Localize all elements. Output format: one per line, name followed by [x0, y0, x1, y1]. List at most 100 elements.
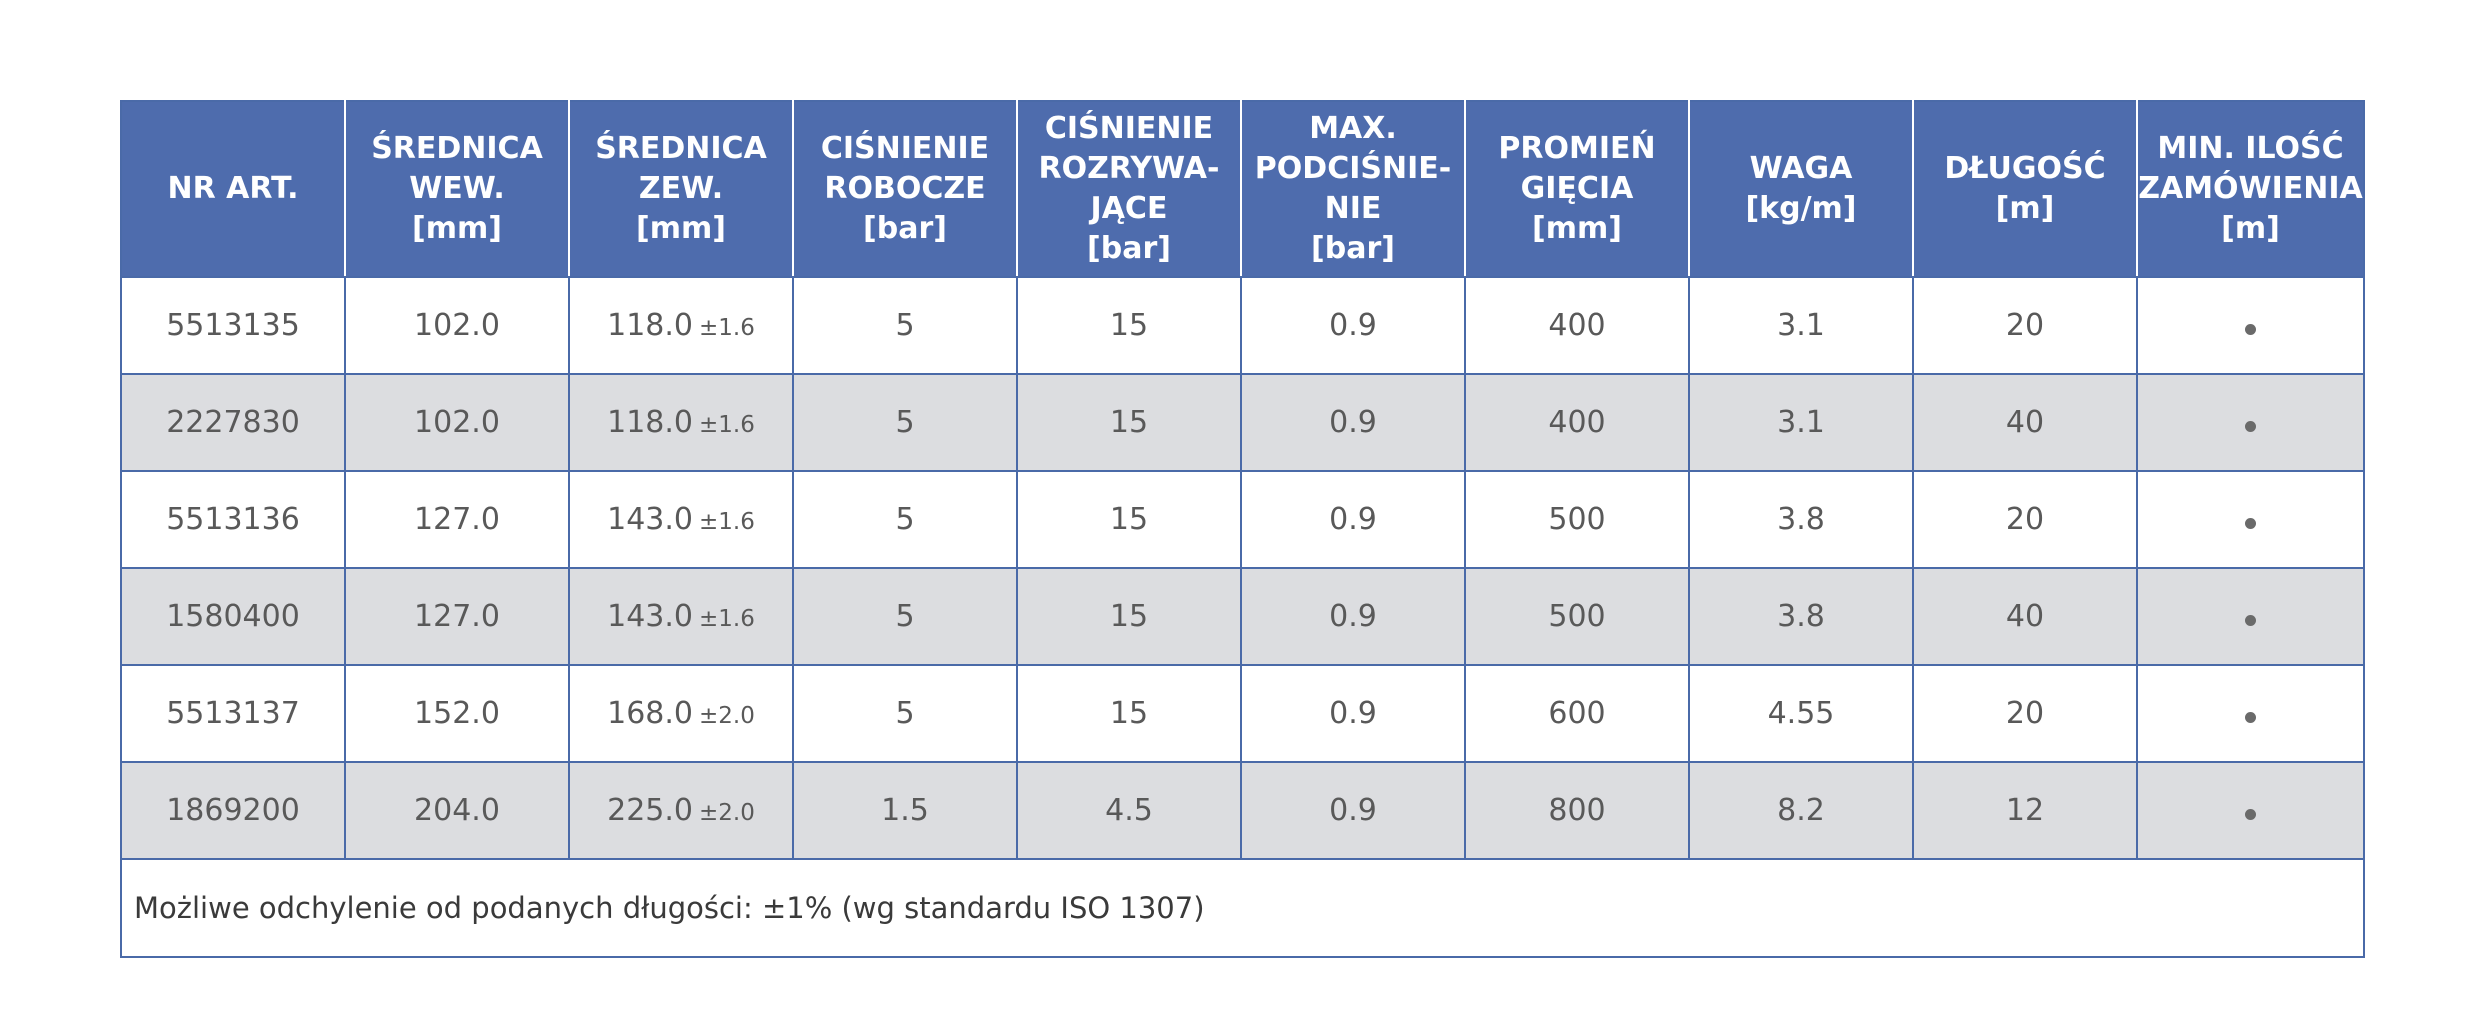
column-header-line: GIĘCIA: [1520, 171, 1634, 206]
outer-diameter-value: 118.0: [607, 405, 694, 440]
column-header-line: CIŚNIENIE: [1044, 111, 1214, 146]
table-row: 5513135 102.0 118.0 ±1.6 5 15 0.9 400 3.1 20: [120, 276, 2365, 375]
min-order-cell: [2136, 276, 2365, 375]
column-header-line: ŚREDNICA: [595, 131, 767, 166]
burst-pressure-cell: 15: [1016, 567, 1242, 666]
length-cell: 12: [1912, 761, 2138, 860]
table-row: 1869200 204.0 225.0 ±2.0 1.5 4.5 0.9 800 8.2 12: [120, 761, 2365, 860]
column-header-line: CIŚNIENIE: [820, 131, 990, 166]
bend-radius-cell: 400: [1464, 373, 1690, 472]
table-footer: Możliwe odchylenie od podanych długości:…: [120, 858, 2365, 958]
article-number-cell: 5513135: [120, 276, 346, 375]
column-header: ŚREDNICA ZEW. [mm]: [568, 100, 794, 278]
inner-diameter-cell: 102.0: [344, 373, 570, 472]
table-row: 5513136 127.0 143.0 ±1.6 5 15 0.9 500 3.8 20: [120, 470, 2365, 569]
column-header-line: MIN. ILOŚĆ: [2157, 131, 2344, 166]
bullet-dot-icon: [2245, 809, 2256, 820]
column-header-line: PROMIEŃ: [1498, 131, 1656, 166]
column-header-line: NR ART.: [167, 171, 299, 206]
bullet-dot-icon: [2245, 421, 2256, 432]
column-header-line: ROBOCZE: [824, 171, 986, 206]
column-header-line: WAGA: [1749, 151, 1853, 186]
column-header-line: WEW.: [409, 171, 505, 206]
column-header-line: ZEW.: [638, 171, 724, 206]
working-pressure-cell: 5: [792, 664, 1018, 763]
bend-radius-cell: 800: [1464, 761, 1690, 860]
weight-cell: 8.2: [1688, 761, 1914, 860]
min-order-cell: [2136, 664, 2365, 763]
tolerance-value: ±2.0: [699, 703, 755, 729]
column-header-line: ŚREDNICA: [371, 131, 543, 166]
column-header-line: [kg/m]: [1745, 191, 1857, 226]
footnote: Możliwe odchylenie od podanych długości:…: [120, 858, 2365, 958]
max-vacuum-cell: 0.9: [1240, 276, 1466, 375]
tolerance-value: ±1.6: [699, 315, 755, 341]
min-order-cell: [2136, 761, 2365, 860]
tolerance-value: ±1.6: [699, 509, 755, 535]
outer-diameter-cell: 118.0 ±1.6: [568, 373, 794, 472]
length-cell: 40: [1912, 567, 2138, 666]
outer-diameter-cell: 143.0 ±1.6: [568, 470, 794, 569]
min-order-cell: [2136, 567, 2365, 666]
table-header: NR ART. ŚREDNICA WEW. [mm] ŚREDNICA ZEW. [mm] C…: [120, 100, 2365, 278]
bend-radius-cell: 600: [1464, 664, 1690, 763]
min-order-cell: [2136, 470, 2365, 569]
length-cell: 20: [1912, 470, 2138, 569]
outer-diameter-value: 118.0: [607, 308, 694, 343]
table-row: 1580400 127.0 143.0 ±1.6 5 15 0.9 500 3.8 40: [120, 567, 2365, 666]
burst-pressure-cell: 15: [1016, 276, 1242, 375]
column-header: DŁUGOŚĆ [m]: [1912, 100, 2138, 278]
header-row: NR ART. ŚREDNICA WEW. [mm] ŚREDNICA ZEW. [mm] C…: [120, 100, 2365, 278]
length-cell: 20: [1912, 276, 2138, 375]
min-order-cell: [2136, 373, 2365, 472]
bend-radius-cell: 400: [1464, 276, 1690, 375]
article-number-cell: 2227830: [120, 373, 346, 472]
table-row: 5513137 152.0 168.0 ±2.0 5 15 0.9 600 4.55 20: [120, 664, 2365, 763]
burst-pressure-cell: 15: [1016, 664, 1242, 763]
spec-table: NR ART. ŚREDNICA WEW. [mm] ŚREDNICA ZEW. [mm] C…: [120, 100, 2365, 958]
burst-pressure-cell: 15: [1016, 373, 1242, 472]
inner-diameter-cell: 152.0: [344, 664, 570, 763]
column-header: ŚREDNICA WEW. [mm]: [344, 100, 570, 278]
column-header-line: [m]: [2221, 211, 2280, 246]
column-header-line: JĄCE: [1090, 191, 1168, 226]
outer-diameter-cell: 225.0 ±2.0: [568, 761, 794, 860]
column-header-line: PODCIŚNIE-: [1254, 151, 1452, 186]
article-number-cell: 1869200: [120, 761, 346, 860]
column-header-line: [m]: [1995, 191, 2055, 226]
column-header-line: [mm]: [412, 211, 502, 246]
column-header-line: [bar]: [1087, 231, 1171, 266]
column-header: CIŚNIENIE ROBOCZE [bar]: [792, 100, 1018, 278]
max-vacuum-cell: 0.9: [1240, 664, 1466, 763]
max-vacuum-cell: 0.9: [1240, 761, 1466, 860]
column-header-line: [mm]: [1532, 211, 1622, 246]
max-vacuum-cell: 0.9: [1240, 567, 1466, 666]
outer-diameter-value: 168.0: [607, 696, 694, 731]
article-number-cell: 5513137: [120, 664, 346, 763]
max-vacuum-cell: 0.9: [1240, 470, 1466, 569]
column-header-line: [mm]: [636, 211, 726, 246]
column-header-line: NIE: [1324, 191, 1382, 226]
inner-diameter-cell: 127.0: [344, 470, 570, 569]
working-pressure-cell: 5: [792, 276, 1018, 375]
outer-diameter-value: 225.0: [607, 793, 694, 828]
bullet-dot-icon: [2245, 712, 2256, 723]
article-number-cell: 5513136: [120, 470, 346, 569]
column-header: PROMIEŃ GIĘCIA [mm]: [1464, 100, 1690, 278]
working-pressure-cell: 5: [792, 373, 1018, 472]
column-header-line: ZAMÓWIENIA: [2138, 171, 2363, 206]
bend-radius-cell: 500: [1464, 470, 1690, 569]
column-header-line: DŁUGOŚĆ: [1944, 151, 2106, 186]
column-header: MIN. ILOŚĆ ZAMÓWIENIA [m]: [2136, 100, 2365, 278]
burst-pressure-cell: 4.5: [1016, 761, 1242, 860]
max-vacuum-cell: 0.9: [1240, 373, 1466, 472]
column-header: CIŚNIENIE ROZRYWA- JĄCE [bar]: [1016, 100, 1242, 278]
outer-diameter-cell: 143.0 ±1.6: [568, 567, 794, 666]
working-pressure-cell: 1.5: [792, 761, 1018, 860]
weight-cell: 3.8: [1688, 470, 1914, 569]
article-number-cell: 1580400: [120, 567, 346, 666]
table-body: 5513135 102.0 118.0 ±1.6 5 15 0.9 400 3.1 20 22278…: [120, 276, 2365, 860]
column-header: WAGA [kg/m]: [1688, 100, 1914, 278]
tolerance-value: ±2.0: [699, 800, 755, 826]
inner-diameter-cell: 102.0: [344, 276, 570, 375]
